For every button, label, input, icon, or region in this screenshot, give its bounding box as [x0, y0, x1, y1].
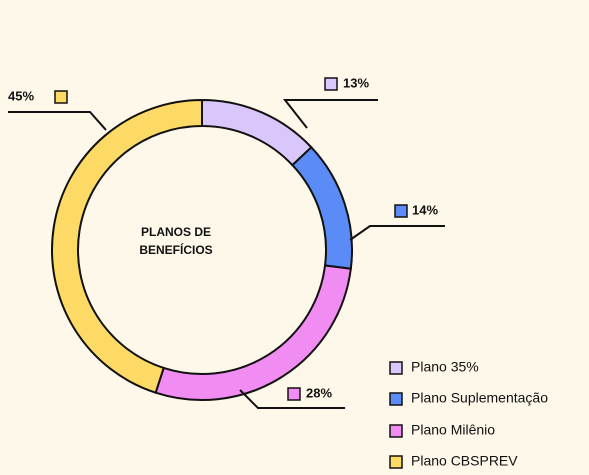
label-swatch — [54, 90, 68, 104]
label-swatch — [287, 387, 301, 401]
leader-line — [8, 111, 107, 131]
legend-label: Plano CBSPREV — [411, 453, 518, 469]
leader-line — [282, 99, 378, 129]
value-label: 13% — [343, 75, 369, 90]
legend-label: Plano 35% — [411, 359, 479, 375]
legend-label: Plano Milênio — [411, 422, 495, 438]
legend-swatch — [389, 392, 403, 406]
donut-slice — [201, 98, 313, 167]
label-swatch — [394, 204, 408, 218]
legend-swatch — [389, 424, 403, 438]
center-label: BENEFÍCIOS — [139, 242, 212, 257]
value-label: 28% — [306, 385, 332, 400]
legend-label: Plano Suplementação — [411, 390, 548, 406]
legend-swatch — [389, 455, 403, 469]
donut-slice — [51, 98, 203, 394]
donut-slice — [154, 264, 352, 401]
value-label: 45% — [8, 88, 34, 103]
donut-slice — [290, 145, 353, 270]
leader-line — [349, 225, 445, 241]
leader-line — [239, 389, 345, 409]
label-swatch — [324, 77, 338, 91]
legend-swatch — [389, 361, 403, 375]
value-label: 14% — [412, 202, 438, 217]
center-label: PLANOS DE — [141, 225, 211, 239]
